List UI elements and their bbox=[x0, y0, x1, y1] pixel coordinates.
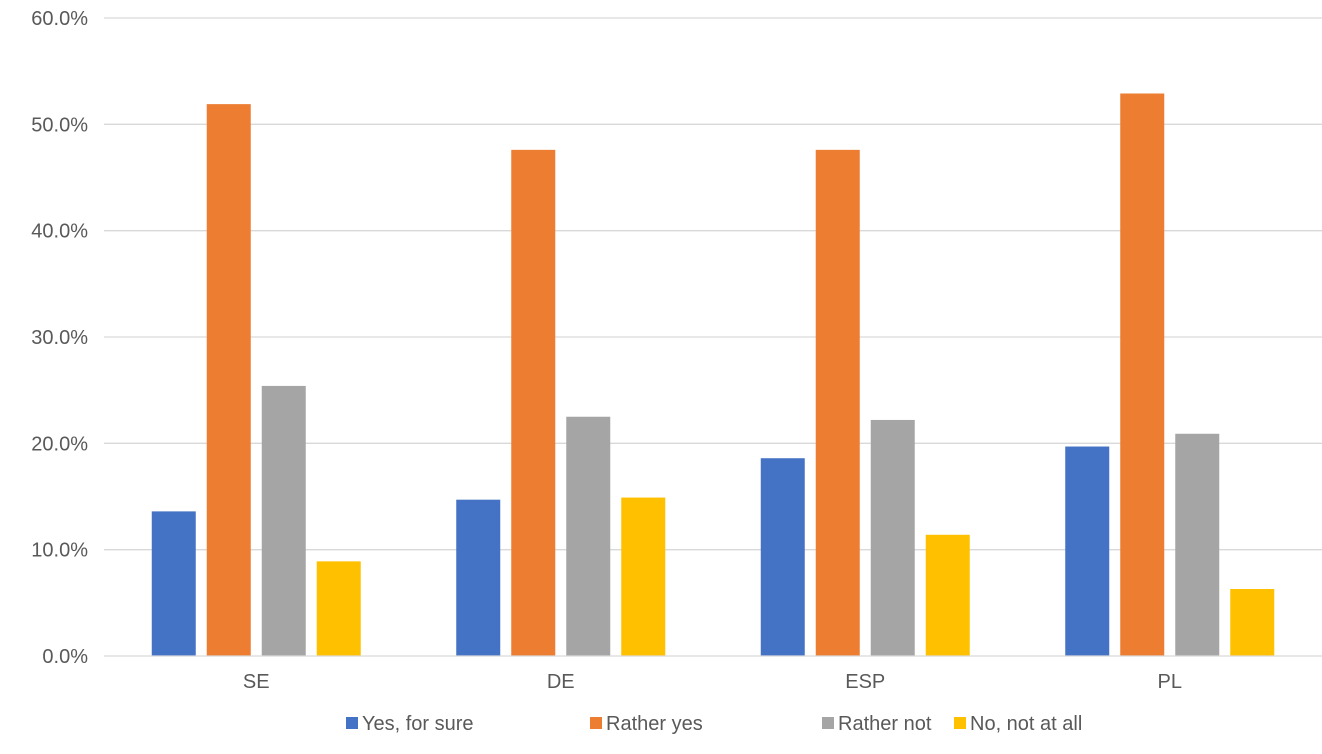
bar-se-series-1 bbox=[206, 104, 251, 656]
bar-pl-series-3 bbox=[1230, 589, 1275, 656]
legend-label: No, not at all bbox=[970, 713, 1082, 735]
y-tick-label: 0.0% bbox=[42, 646, 88, 668]
y-tick-label: 10.0% bbox=[31, 540, 88, 562]
legend-label: Rather yes bbox=[606, 713, 703, 735]
bar-pl-series-0 bbox=[1065, 446, 1110, 656]
legend-swatch bbox=[590, 717, 602, 729]
legend-swatch bbox=[822, 717, 834, 729]
bar-esp-series-2 bbox=[870, 419, 915, 656]
legend-label: Yes, for sure bbox=[362, 713, 474, 735]
y-tick-label: 30.0% bbox=[31, 327, 88, 349]
bar-pl-series-1 bbox=[1120, 93, 1165, 657]
bar-esp-series-1 bbox=[815, 149, 860, 656]
legend-swatch bbox=[346, 717, 358, 729]
x-category-label: PL bbox=[1158, 671, 1182, 693]
x-category-label: ESP bbox=[845, 671, 885, 693]
gridlines bbox=[104, 17, 1322, 551]
bar-se-series-0 bbox=[151, 511, 196, 656]
y-tick-label: 20.0% bbox=[31, 433, 88, 455]
bar-pl-series-2 bbox=[1175, 433, 1220, 656]
x-category-label: DE bbox=[547, 671, 575, 693]
bar-se-series-2 bbox=[261, 385, 306, 656]
bar-de-series-3 bbox=[621, 497, 666, 656]
x-axis-category-labels: SE DE ESP PL bbox=[243, 671, 1182, 693]
bar-se-series-3 bbox=[316, 561, 361, 656]
bar-de-series-0 bbox=[456, 499, 501, 656]
y-tick-label: 50.0% bbox=[31, 114, 88, 136]
bar-esp-series-0 bbox=[760, 458, 805, 656]
bar-esp-series-3 bbox=[925, 534, 970, 656]
y-tick-label: 40.0% bbox=[31, 221, 88, 243]
y-axis-tick-labels: 0.0% 10.0% 20.0% 30.0% 40.0% 50.0% 60.0% bbox=[31, 8, 88, 668]
y-tick-label: 60.0% bbox=[31, 8, 88, 30]
x-category-label: SE bbox=[243, 671, 270, 693]
bars bbox=[151, 93, 1275, 657]
bar-de-series-2 bbox=[566, 416, 611, 656]
legend-swatch bbox=[954, 717, 966, 729]
bar-de-series-1 bbox=[511, 149, 556, 656]
legend-label: Rather not bbox=[838, 713, 932, 735]
legend: Yes, for sure Rather yes Rather not No, not… bbox=[346, 713, 1082, 735]
